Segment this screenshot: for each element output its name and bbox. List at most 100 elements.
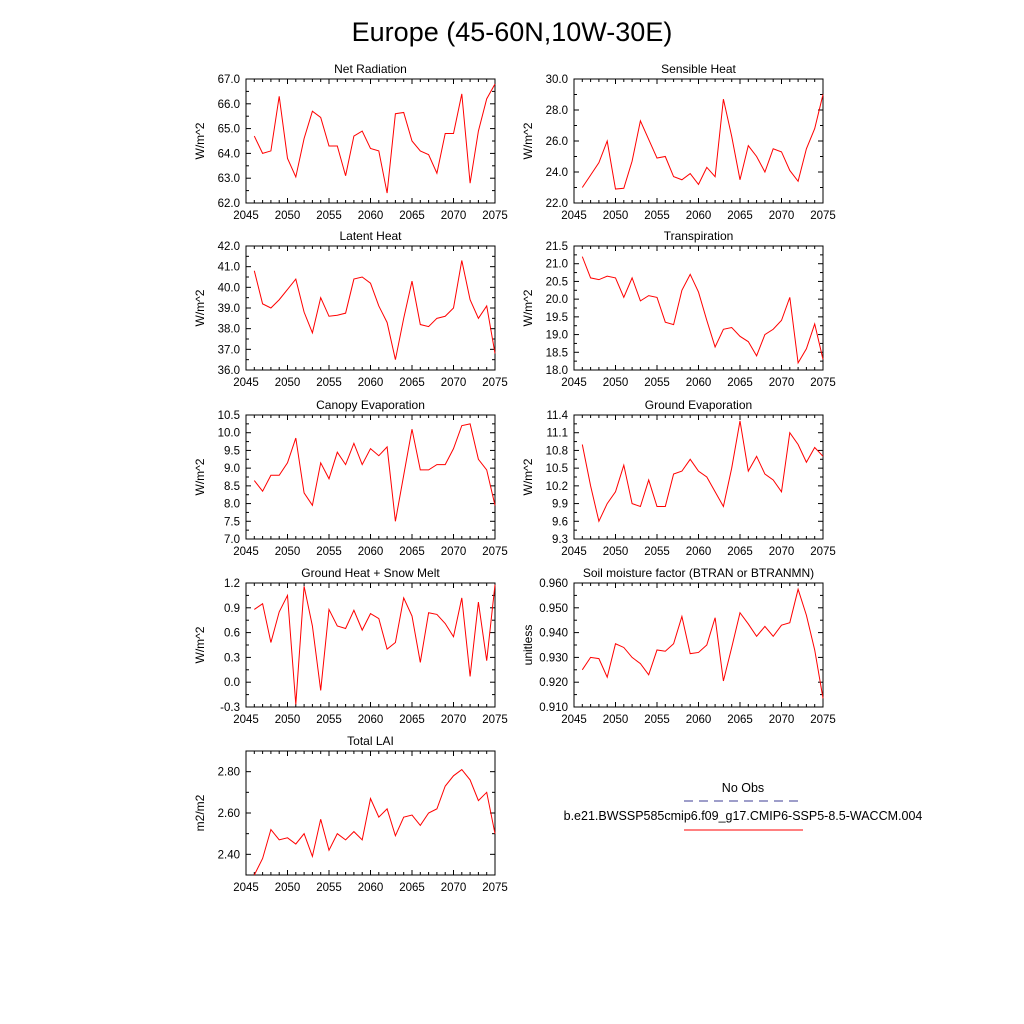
- x-tick-label: 2060: [358, 546, 384, 558]
- y-tick-label: 20.0: [546, 294, 568, 306]
- panel-latent-heat: Latent Heat W/m^2 2045 2050 2055 2060 2065 2070…: [193, 229, 508, 389]
- panel-title: Ground Evaporation: [645, 398, 752, 412]
- x-tick-label: 2065: [399, 210, 425, 222]
- series-line: [254, 584, 496, 705]
- y-axis-label: W/m^2: [521, 458, 535, 495]
- x-tick-label: 2055: [316, 377, 342, 389]
- series-line: [253, 423, 496, 522]
- x-tick-label: 2050: [603, 210, 629, 222]
- y-tick-label: 10.5: [218, 410, 240, 422]
- legend-label-model-run: b.e21.BWSSP585cmip6.f09_g17.CMIP6-SSP5-8…: [564, 809, 923, 823]
- panel-title: Total LAI: [347, 734, 394, 748]
- y-tick-label: 9.9: [552, 499, 568, 511]
- x-tick-label: 2050: [275, 714, 301, 726]
- y-tick-label: 39.0: [218, 303, 240, 315]
- series-line: [581, 94, 824, 190]
- panel-title: Transpiration: [664, 229, 734, 243]
- x-tick-label: 2075: [810, 210, 836, 222]
- y-tick-label: 0.3: [224, 652, 240, 664]
- x-tick-label: 2075: [482, 882, 508, 894]
- y-axis-label: W/m^2: [521, 289, 535, 326]
- x-tick-label: 2050: [275, 210, 301, 222]
- panel-canopy-evaporation: Canopy Evaporation W/m^2 2045 2050 2055 2060 2…: [193, 398, 508, 558]
- y-tick-label: 62.0: [218, 198, 240, 210]
- y-tick-label: 9.6: [552, 516, 568, 528]
- x-tick-label: 2075: [810, 546, 836, 558]
- y-axis-label: m2/m2: [193, 794, 207, 831]
- y-tick-label: 19.5: [546, 312, 568, 324]
- x-tick-label: 2075: [810, 377, 836, 389]
- y-tick-label: 0.950: [539, 603, 568, 615]
- y-tick-label: 7.5: [224, 516, 240, 528]
- x-tick-label: 2055: [644, 714, 670, 726]
- y-tick-label: 9.3: [552, 534, 568, 546]
- figure-title: Europe (45-60N,10W-30E): [352, 17, 673, 47]
- x-tick-label: 2070: [769, 377, 795, 389]
- y-tick-label: 36.0: [218, 365, 240, 377]
- panel-ground-heat-snow-melt: Ground Heat + Snow Melt W/m^2 2045 2050 2055…: [193, 566, 508, 726]
- y-tick-label: 10.8: [546, 445, 568, 457]
- x-tick-label: 2065: [727, 546, 753, 558]
- y-tick-label: 0.930: [539, 652, 568, 664]
- y-tick-label: 10.0: [218, 428, 240, 440]
- y-tick-label: 11.1: [546, 428, 568, 440]
- x-tick-label: 2075: [482, 546, 508, 558]
- series-line: [581, 420, 824, 523]
- x-tick-label: 2045: [233, 546, 259, 558]
- y-tick-label: 21.5: [546, 241, 568, 253]
- y-axis-label: W/m^2: [193, 122, 207, 159]
- x-tick-label: 2060: [358, 714, 384, 726]
- y-tick-label: 8.5: [224, 481, 240, 493]
- panel-title: Soil moisture factor (BTRAN or BTRANMN): [583, 566, 814, 580]
- x-tick-label: 2060: [686, 210, 712, 222]
- x-tick-label: 2070: [769, 210, 795, 222]
- x-tick-label: 2055: [644, 377, 670, 389]
- x-tick-label: 2055: [644, 546, 670, 558]
- panel-soil-moisture-factor-btran-or-btranmn: Soil moisture factor (BTRAN or BTRANMN) u…: [521, 566, 836, 726]
- x-tick-label: 2055: [316, 882, 342, 894]
- panel-net-radiation: Net Radiation W/m^2 2045 2050 2055 2060 2065 20…: [193, 62, 508, 222]
- y-tick-label: 28.0: [546, 105, 568, 117]
- panel-transpiration: Transpiration W/m^2 2045 2050 2055 2060 2065 20…: [521, 229, 836, 389]
- y-tick-label: 19.0: [546, 330, 568, 342]
- y-tick-label: 2.60: [218, 808, 240, 820]
- y-tick-label: 21.0: [546, 259, 568, 271]
- y-axis-label: W/m^2: [521, 122, 535, 159]
- panel-sensible-heat: Sensible Heat W/m^2 2045 2050 2055 2060 2065 20…: [521, 62, 836, 222]
- y-tick-label: 22.0: [546, 198, 568, 210]
- y-tick-label: 0.910: [539, 702, 568, 714]
- x-tick-label: 2055: [316, 546, 342, 558]
- y-tick-label: 2.40: [218, 849, 240, 861]
- x-tick-label: 2060: [358, 882, 384, 894]
- y-tick-label: -0.3: [220, 702, 240, 714]
- x-tick-label: 2070: [441, 210, 467, 222]
- x-tick-label: 2065: [727, 210, 753, 222]
- y-tick-label: 11.4: [546, 410, 568, 422]
- x-tick-label: 2060: [358, 377, 384, 389]
- x-tick-label: 2050: [603, 546, 629, 558]
- y-tick-label: 0.0: [224, 677, 240, 689]
- x-tick-label: 2070: [441, 546, 467, 558]
- y-tick-label: 18.5: [546, 347, 568, 359]
- x-tick-label: 2075: [810, 714, 836, 726]
- y-tick-label: 0.940: [539, 628, 568, 640]
- panel-title: Latent Heat: [339, 229, 402, 243]
- y-axis-label: W/m^2: [193, 626, 207, 663]
- panels: Net Radiation W/m^2 2045 2050 2055 2060 2065 20…: [193, 62, 836, 894]
- x-tick-label: 2070: [769, 546, 795, 558]
- x-tick-label: 2060: [686, 546, 712, 558]
- x-tick-label: 2055: [316, 714, 342, 726]
- y-tick-label: 65.0: [218, 124, 240, 136]
- x-tick-label: 2045: [561, 210, 587, 222]
- y-tick-label: 67.0: [218, 74, 240, 86]
- y-tick-label: 64.0: [218, 148, 240, 160]
- x-tick-label: 2050: [603, 377, 629, 389]
- y-axis-label: W/m^2: [193, 289, 207, 326]
- y-tick-label: 10.5: [546, 463, 568, 475]
- x-tick-label: 2065: [727, 714, 753, 726]
- series-line: [581, 256, 824, 365]
- y-tick-label: 41.0: [218, 262, 240, 274]
- y-tick-label: 20.5: [546, 276, 568, 288]
